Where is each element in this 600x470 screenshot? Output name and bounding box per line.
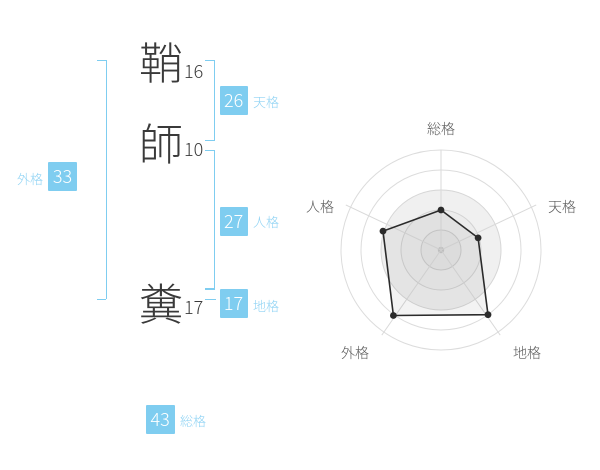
svg-text:総格: 総格 [427, 119, 455, 139]
svg-text:人格: 人格 [306, 197, 334, 217]
svg-text:外格: 外格 [341, 343, 369, 363]
svg-text:地格: 地格 [513, 343, 541, 363]
svg-text:天格: 天格 [548, 197, 576, 217]
